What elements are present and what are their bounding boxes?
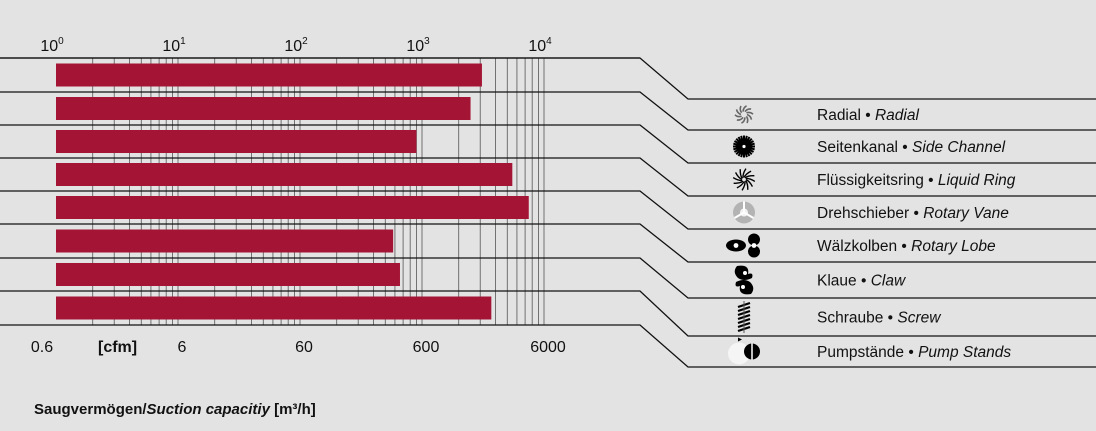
leader-line xyxy=(0,290,1096,337)
top-axis: 100 101 102 103 104 xyxy=(40,36,552,55)
side-channel-impeller-icon xyxy=(733,135,755,158)
bottom-tick-label: 6000 xyxy=(530,339,566,356)
bottom-tick-label: 0.6 xyxy=(31,339,53,356)
pump-stand-icon xyxy=(728,337,760,365)
leader-line xyxy=(0,190,1096,230)
leader-line xyxy=(0,324,1096,368)
bottom-tick-label: 600 xyxy=(413,339,440,356)
bar-pump-stands xyxy=(56,296,492,320)
pump-label: Drehschieber • Rotary Vane xyxy=(817,205,1009,222)
axis-title: Saugvermögen/Suction capacitiy [m³/h] xyxy=(34,401,316,418)
leader-line xyxy=(0,157,1096,197)
top-tick-label: 101 xyxy=(162,36,186,55)
rotary-vane-icon xyxy=(733,201,755,224)
bar-liquid-ring xyxy=(56,130,417,153)
radial-fan-icon xyxy=(734,105,754,124)
leader-line xyxy=(0,223,1096,263)
pump-label: Radial • Radial xyxy=(817,107,919,124)
bar-claw xyxy=(56,229,394,253)
bar-rotary-lobe xyxy=(56,196,529,219)
leader-line xyxy=(0,124,1096,164)
claw-rotor-icon xyxy=(734,265,754,295)
top-tick-label: 103 xyxy=(406,36,430,55)
top-tick-label: 102 xyxy=(284,36,308,55)
rotary-lobe-icon xyxy=(726,233,760,258)
pump-label: Pumpstände • Pump Stands xyxy=(817,344,1011,361)
top-tick-label: 104 xyxy=(528,36,552,55)
leader-line xyxy=(0,91,1096,131)
pump-label: Schraube • Screw xyxy=(817,310,942,327)
pump-label: Klaue • Claw xyxy=(817,273,907,290)
leader-lines xyxy=(0,57,1096,368)
bar-screw xyxy=(56,263,400,286)
pump-label: Wälzkolben • Rotary Lobe xyxy=(817,238,996,255)
pump-labels: Radial • Radial Seitenkanal • Side Channe… xyxy=(726,105,1016,365)
bars xyxy=(56,63,529,320)
liquid-ring-impeller-icon xyxy=(732,168,756,191)
top-tick-label: 100 xyxy=(40,36,64,55)
leader-line xyxy=(0,257,1096,299)
bar-side-channel xyxy=(56,97,471,120)
bottom-tick-label: 6 xyxy=(178,339,187,356)
bar-rotary-vane xyxy=(56,163,513,186)
bar-radial xyxy=(56,63,482,87)
pump-label: Flüssigkeitsring • Liquid Ring xyxy=(817,172,1016,189)
bottom-axis: 0.6 6 60 600 6000 [cfm] xyxy=(31,339,566,356)
pump-label: Seitenkanal • Side Channel xyxy=(817,139,1006,156)
bottom-tick-label: 60 xyxy=(295,339,313,356)
bottom-axis-unit: [cfm] xyxy=(98,339,137,356)
screw-rotor-icon xyxy=(737,301,751,333)
